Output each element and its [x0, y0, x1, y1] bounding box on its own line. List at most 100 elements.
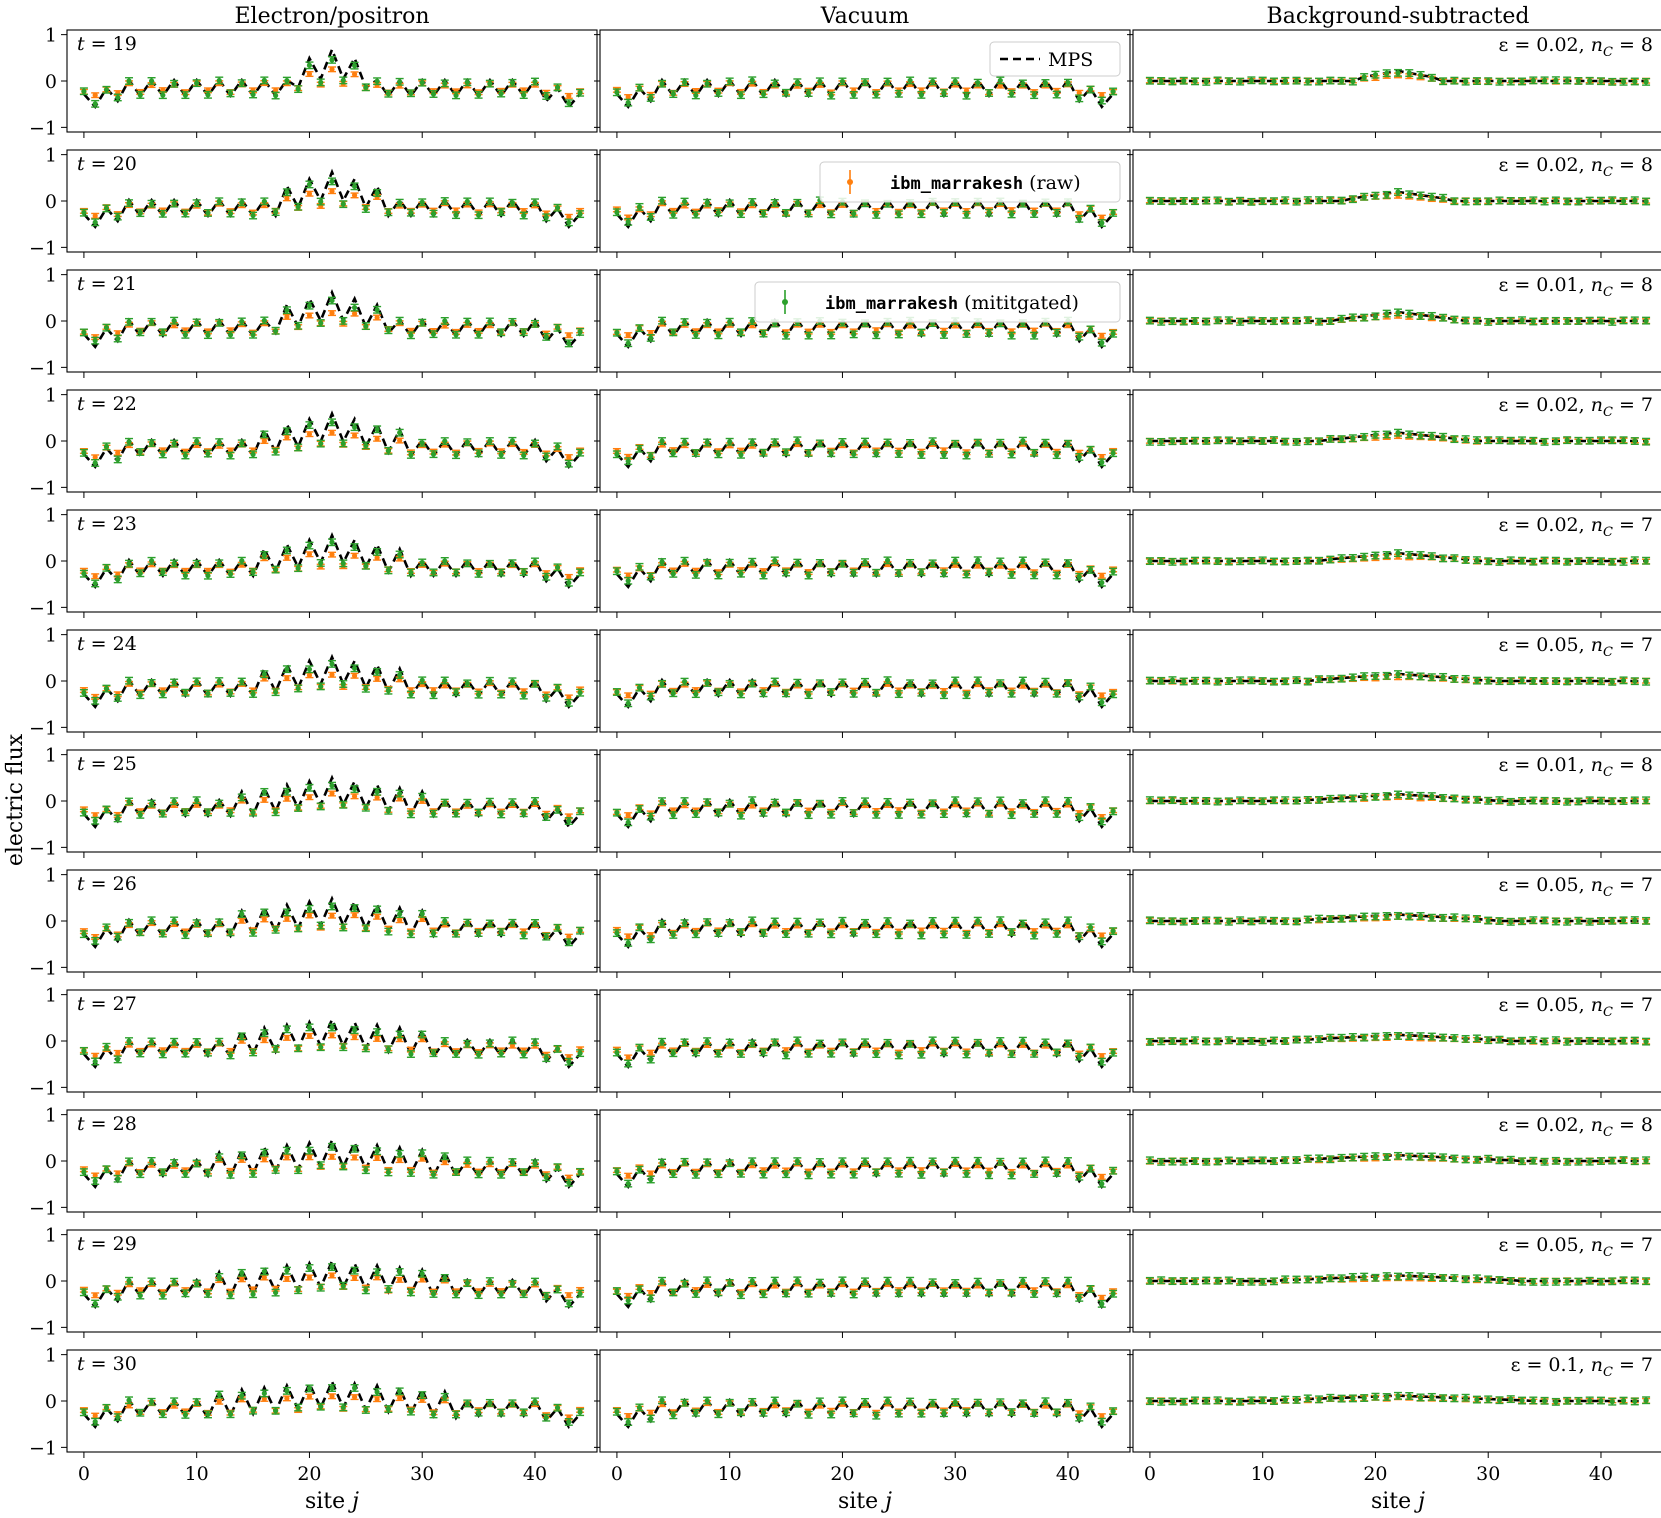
- t-label: t = 21: [77, 273, 137, 295]
- mitigated-point: [318, 199, 324, 205]
- mitigated-point: [1395, 430, 1401, 436]
- mitigated-point: [1099, 97, 1105, 104]
- raw-point: [284, 195, 290, 201]
- raw-point: [306, 312, 313, 319]
- mitigated-point: [1553, 318, 1559, 324]
- mitigated-point: [205, 573, 211, 579]
- mitigated-point: [1339, 316, 1345, 322]
- mitigated-point: [430, 331, 437, 337]
- mitigated-point: [1248, 199, 1255, 205]
- mitigated-point: [1054, 210, 1060, 216]
- mitigated-point: [1451, 78, 1457, 84]
- mitigated-point: [1575, 318, 1582, 324]
- mitigated-point: [1429, 433, 1435, 439]
- mitigated-point: [1587, 438, 1593, 444]
- mitigated-point: [171, 200, 177, 207]
- mitigated-point: [453, 212, 459, 218]
- panel-r1-c1: −1 0 1 t = 19: [29, 25, 598, 139]
- mitigated-point: [772, 200, 778, 206]
- mitigated-point: [103, 325, 110, 331]
- y-tick-label: −1: [29, 357, 57, 379]
- mitigated-point: [862, 79, 868, 85]
- mitigated-point: [670, 329, 676, 335]
- raw-point: [92, 213, 98, 219]
- mitigated-point: [1530, 318, 1536, 325]
- mitigated-point: [295, 565, 301, 571]
- raw-point: [1099, 454, 1105, 460]
- mitigated-point: [216, 320, 222, 326]
- eps-label: ε = 0.02, nC = 8: [1498, 34, 1653, 60]
- mitigated-point: [896, 451, 902, 457]
- mitigated-point: [738, 571, 744, 577]
- y-tick-label: −1: [29, 117, 57, 139]
- mitigated-point: [306, 62, 313, 68]
- mitigated-point: [738, 452, 744, 458]
- mitigated-point: [1282, 318, 1288, 324]
- y-tick-label: −1: [29, 237, 57, 259]
- mitigated-point: [1237, 319, 1243, 325]
- mitigated-point: [1087, 86, 1094, 93]
- mitigated-point: [1282, 78, 1288, 84]
- mitigated-point: [1429, 75, 1435, 81]
- mitigated-point: [194, 438, 200, 444]
- mitigated-point: [1541, 318, 1548, 324]
- mitigated-point: [941, 332, 947, 338]
- mitigated-point: [625, 219, 631, 225]
- mitigated-point: [397, 318, 403, 324]
- mitigated-point: [1541, 77, 1548, 83]
- mitigated-point: [727, 319, 733, 325]
- mitigated-point: [1541, 439, 1548, 445]
- mitigated-point: [227, 210, 234, 217]
- mitigated-point: [715, 451, 722, 457]
- mitigated-point: [839, 78, 846, 85]
- mitigated-point: [464, 319, 470, 325]
- mitigated-point: [306, 181, 313, 188]
- mitigated-point: [554, 325, 561, 331]
- mitigated-point: [273, 566, 279, 573]
- mitigated-point: [475, 450, 482, 456]
- mitigated-point: [648, 573, 654, 580]
- mitigated-point: [442, 318, 448, 324]
- mitigated-point: [1203, 79, 1209, 85]
- t-label: t = 19: [77, 33, 137, 55]
- mitigated-point: [1147, 439, 1153, 445]
- mitigated-point: [975, 80, 981, 86]
- mitigated-point: [1008, 91, 1015, 97]
- mitigated-point: [986, 90, 992, 96]
- mitigated-point: [794, 79, 800, 85]
- mitigated-point: [1395, 70, 1401, 76]
- mitigated-point: [1271, 78, 1277, 85]
- mitigated-point: [261, 317, 267, 324]
- mitigated-point: [419, 80, 425, 86]
- mitigated-point: [659, 559, 665, 565]
- mitigated-point: [374, 426, 380, 432]
- mitigated-point: [464, 560, 470, 566]
- mitigated-point: [1496, 437, 1503, 443]
- mitigated-point: [464, 439, 470, 445]
- mitigated-point: [738, 329, 744, 335]
- mitigated-point: [1282, 439, 1288, 445]
- mitigated-point: [554, 84, 561, 90]
- mitigated-point: [250, 569, 256, 575]
- panel-r1-c2: MPS: [594, 29, 1131, 138]
- mitigated-point: [614, 209, 620, 215]
- mitigated-point: [1350, 196, 1356, 202]
- mitigated-point: [1474, 318, 1480, 324]
- mitigated-point: [1485, 319, 1491, 325]
- mitigated-point: [986, 210, 992, 216]
- mitigated-point: [1406, 191, 1412, 197]
- mitigated-point: [273, 328, 279, 334]
- mitigated-point: [975, 440, 981, 446]
- mitigated-point: [295, 323, 301, 329]
- mitigated-point: [783, 333, 789, 339]
- panel-r3-c1: −1 0 1 t = 21: [29, 265, 598, 379]
- mitigated-point: [1271, 437, 1277, 443]
- mitigated-point: [442, 438, 448, 444]
- mitigated-point: [554, 205, 561, 211]
- mitigated-point: [1042, 80, 1049, 86]
- mitigated-point: [1372, 193, 1379, 199]
- mitigated-point: [1541, 198, 1548, 205]
- panel-frame: [66, 509, 598, 613]
- mitigated-point: [453, 452, 459, 458]
- mitigated-point: [1008, 332, 1015, 339]
